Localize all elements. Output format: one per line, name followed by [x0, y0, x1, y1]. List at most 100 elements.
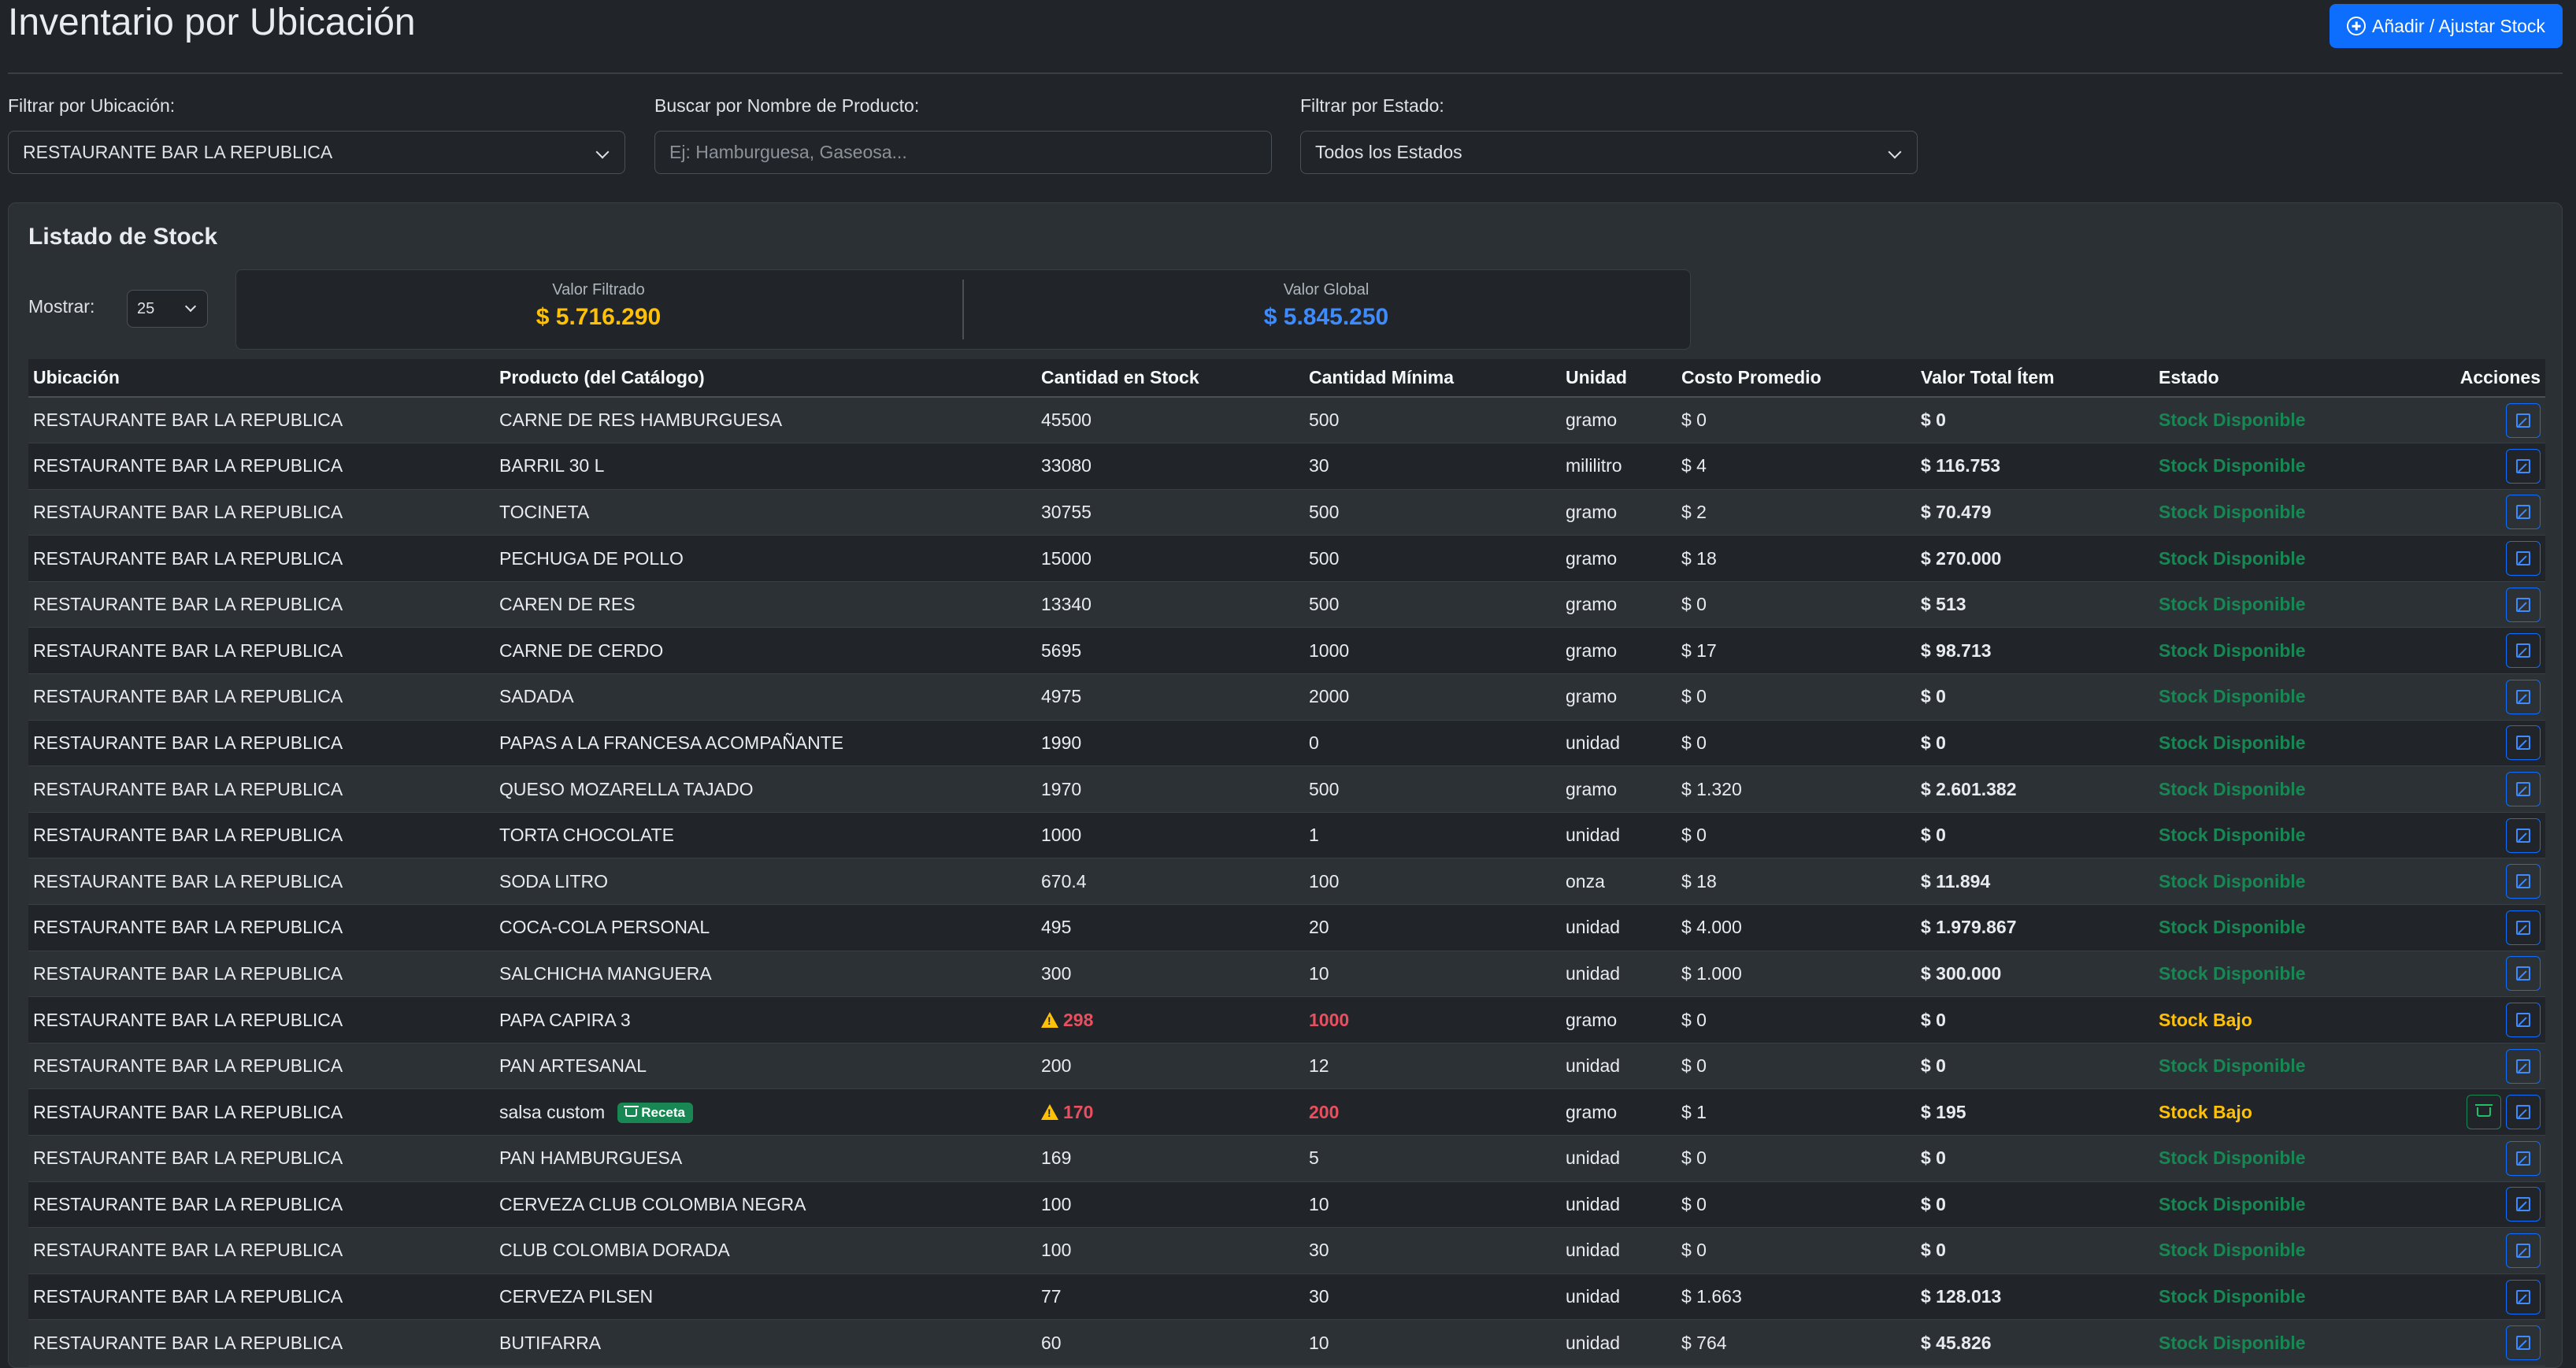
status-filter-select[interactable]: Todos los Estados	[1300, 131, 1918, 174]
edit-button[interactable]	[2506, 495, 2541, 530]
table-row: RESTAURANTE BAR LA REPUBLICA SODA LITRO 67…	[28, 858, 2545, 906]
location-cell: RESTAURANTE BAR LA REPUBLICA	[28, 720, 495, 767]
min-quantity-cell-text: 500	[1309, 594, 1340, 615]
edit-icon	[2516, 736, 2530, 751]
table-row: RESTAURANTE BAR LA REPUBLICA salsa custom…	[28, 1088, 2545, 1136]
min-quantity-cell: 500	[1304, 581, 1561, 628]
location-filter-select[interactable]: RESTAURANTE BAR LA REPUBLICA	[8, 131, 625, 174]
edit-button[interactable]	[2506, 1003, 2541, 1038]
table-header-row: Ubicación Producto (del Catálogo) Cantid…	[28, 359, 2545, 398]
unit-cell: gramo	[1561, 397, 1677, 444]
product-cell-text: PAN HAMBURGUESA	[499, 1147, 683, 1169]
location-cell: RESTAURANTE BAR LA REPUBLICA	[28, 812, 495, 859]
unit-cell: gramo	[1561, 581, 1677, 628]
unit-cell: mililitro	[1561, 443, 1677, 490]
edit-button[interactable]	[2506, 587, 2541, 622]
page-size-select[interactable]: 25	[127, 290, 208, 328]
total-value-cell-text: $ 116.753	[1921, 455, 2001, 476]
status-badge: Stock Disponible	[2159, 1147, 2306, 1169]
recipe-badge: Receta	[617, 1102, 693, 1123]
min-quantity-cell: 500	[1304, 397, 1561, 444]
location-cell: RESTAURANTE BAR LA REPUBLICA	[28, 1181, 495, 1229]
product-cell: CERVEZA CLUB COLOMBIA NEGRA	[495, 1181, 1036, 1229]
total-value-cell-text: $ 0	[1921, 825, 1946, 846]
header-divider	[8, 72, 2563, 74]
status-badge: Stock Disponible	[2159, 870, 2306, 892]
column-header[interactable]: Unidad	[1561, 359, 1677, 398]
product-cell: CAREN DE RES	[495, 581, 1036, 628]
quantity-cell: 100	[1036, 1181, 1304, 1229]
edit-button[interactable]	[2506, 1048, 2541, 1084]
edit-button[interactable]	[2506, 1187, 2541, 1222]
column-header[interactable]: Cantidad Mínima	[1304, 359, 1561, 398]
table-row: RESTAURANTE BAR LA REPUBLICA BUTIFARRA 60 1…	[28, 1319, 2545, 1366]
edit-button[interactable]	[2506, 633, 2541, 669]
edit-button[interactable]	[2506, 679, 2541, 714]
status-badge: Stock Disponible	[2159, 825, 2306, 846]
edit-button[interactable]	[2506, 1095, 2541, 1130]
location-cell-text: RESTAURANTE BAR LA REPUBLICA	[33, 732, 343, 753]
product-cell-text: PECHUGA DE POLLO	[499, 547, 684, 569]
status-badge: Stock Disponible	[2159, 1055, 2306, 1077]
edit-icon	[2516, 689, 2530, 704]
edit-button[interactable]	[2506, 1279, 2541, 1314]
edit-button[interactable]	[2506, 910, 2541, 945]
min-quantity-cell: 10	[1304, 1319, 1561, 1366]
quantity-cell-text: 15000	[1041, 547, 1092, 569]
column-header: Acciones	[2430, 359, 2545, 398]
table-row: RESTAURANTE BAR LA REPUBLICA CARNE DE RES…	[28, 397, 2545, 444]
table-row: RESTAURANTE BAR LA REPUBLICA CERVEZA CLUB…	[28, 1181, 2545, 1229]
status-badge: Stock Disponible	[2159, 917, 2306, 938]
total-value-cell: $ 1.979.867	[1916, 904, 2154, 951]
add-adjust-stock-label: Añadir / Ajustar Stock	[2372, 15, 2545, 36]
edit-button[interactable]	[2506, 817, 2541, 853]
column-header[interactable]: Ubicación	[28, 359, 495, 398]
edit-button[interactable]	[2506, 864, 2541, 899]
edit-button[interactable]	[2506, 725, 2541, 761]
edit-button[interactable]	[2506, 1325, 2541, 1361]
edit-button[interactable]	[2506, 1140, 2541, 1176]
product-cell-text: PAPAS A LA FRANCESA ACOMPAÑANTE	[499, 732, 844, 753]
min-quantity-cell-text: 12	[1309, 1055, 1329, 1077]
global-value-label: Valor Global	[1283, 281, 1370, 298]
total-value-cell-text: $ 45.826	[1921, 1332, 1992, 1353]
column-header[interactable]: Cantidad en Stock	[1036, 359, 1304, 398]
table-row: RESTAURANTE BAR LA REPUBLICA CERVEZA PILS…	[28, 1273, 2545, 1321]
location-cell-text: RESTAURANTE BAR LA REPUBLICA	[33, 778, 343, 799]
status-cell: Stock Disponible	[2154, 1181, 2430, 1229]
edit-button[interactable]	[2506, 1233, 2541, 1268]
edit-icon	[2516, 505, 2530, 520]
global-value: $ 5.845.250	[1263, 304, 1389, 330]
location-cell-text: RESTAURANTE BAR LA REPUBLICA	[33, 962, 343, 984]
edit-button[interactable]	[2506, 448, 2541, 484]
status-badge: Stock Disponible	[2159, 732, 2306, 753]
min-quantity-cell: 10	[1304, 1181, 1561, 1229]
status-badge: Stock Disponible	[2159, 1193, 2306, 1214]
min-quantity-cell: 10	[1304, 951, 1561, 998]
avg-cost-cell-text: $ 4	[1681, 455, 1707, 476]
edit-button[interactable]	[2506, 402, 2541, 438]
avg-cost-cell-text: $ 0	[1681, 1147, 1707, 1169]
edit-button[interactable]	[2506, 772, 2541, 807]
add-adjust-stock-button[interactable]: Añadir / Ajustar Stock	[2330, 4, 2563, 48]
total-value-cell: $ 0	[1916, 673, 2154, 721]
recipe-button[interactable]	[2467, 1095, 2501, 1130]
status-cell: Stock Disponible	[2154, 673, 2430, 721]
min-quantity-cell-text: 500	[1309, 547, 1340, 569]
column-header[interactable]: Estado	[2154, 359, 2430, 398]
product-cell: PECHUGA DE POLLO	[495, 535, 1036, 582]
product-cell: PAN ARTESANAL	[495, 1043, 1036, 1090]
column-header[interactable]: Valor Total Ítem	[1916, 359, 2154, 398]
column-header[interactable]: Costo Promedio	[1677, 359, 1916, 398]
actions-cell	[2430, 1088, 2545, 1136]
edit-icon	[2516, 782, 2530, 797]
unit-cell: gramo	[1561, 489, 1677, 536]
min-quantity-cell-text: 500	[1309, 778, 1340, 799]
edit-button[interactable]	[2506, 541, 2541, 576]
search-input[interactable]: Ej: Hamburguesa, Gaseosa...	[654, 131, 1272, 174]
column-header[interactable]: Producto (del Catálogo)	[495, 359, 1036, 398]
min-quantity-cell-text: 200	[1309, 1101, 1340, 1122]
edit-button[interactable]	[2506, 956, 2541, 992]
location-cell: RESTAURANTE BAR LA REPUBLICA	[28, 1088, 495, 1136]
unit-cell: unidad	[1561, 1135, 1677, 1182]
